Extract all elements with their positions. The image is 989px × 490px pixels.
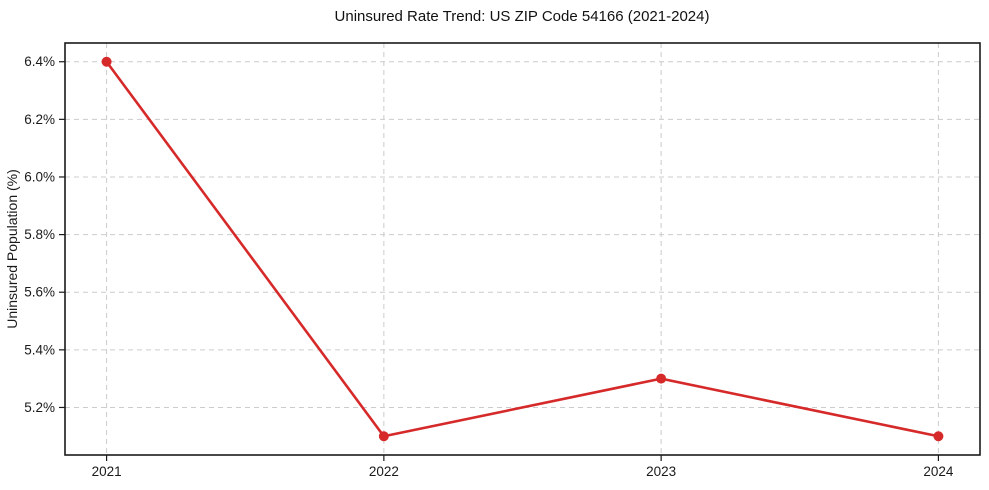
gridlines-layer <box>65 43 980 455</box>
data-line <box>105 60 940 438</box>
y-tick-label: 6.4% <box>24 54 55 69</box>
y-tick-label: 6.0% <box>24 169 55 184</box>
x-tick-label: 2024 <box>923 464 954 479</box>
data-point <box>378 431 389 442</box>
chart-title: Uninsured Rate Trend: US ZIP Code 54166 … <box>335 8 710 25</box>
data-point <box>933 431 944 442</box>
x-tick-label: 2022 <box>369 464 399 479</box>
y-axis-label: Uninsured Population (%) <box>4 169 20 329</box>
y-tick-label: 5.6% <box>24 285 55 300</box>
data-point <box>101 56 112 67</box>
y-tick-label: 5.2% <box>24 400 55 415</box>
x-tick-label: 2021 <box>92 464 122 479</box>
y-tick-label: 5.8% <box>24 227 55 242</box>
axes-layer: 5.2% 5.4% 5.6% 5.8% 6.0% 6.2% 6.4% 2021 2022 2023… <box>24 42 981 479</box>
plot-border <box>64 42 981 456</box>
y-tick-label: 6.2% <box>24 112 55 127</box>
series-layer <box>101 56 944 442</box>
y-tick-label: 5.4% <box>24 342 55 357</box>
data-point <box>656 373 667 384</box>
x-tick-label: 2023 <box>646 464 676 479</box>
